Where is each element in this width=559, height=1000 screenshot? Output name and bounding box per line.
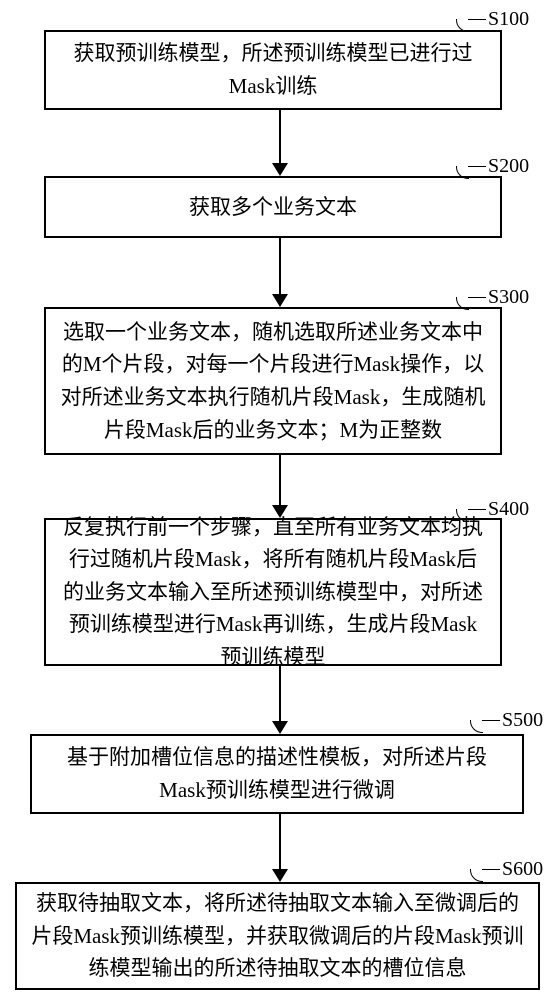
arrow-0 <box>279 110 281 163</box>
arrow-head-3 <box>272 721 288 734</box>
flowchart-canvas: 获取预训练模型，所述预训练模型已进行过Mask训练获取多个业务文本选取一个业务文… <box>0 0 559 1000</box>
arrow-3 <box>279 666 281 721</box>
label-S500: S500 <box>502 709 543 732</box>
arrow-2 <box>279 455 281 505</box>
step-S400: 反复执行前一个步骤，直至所有业务文本均执行过随机片段Mask，将所有随机片段Ma… <box>44 518 502 666</box>
lead-line-0 <box>468 19 486 20</box>
label-S200: S200 <box>488 155 529 178</box>
arrow-head-1 <box>272 294 288 307</box>
lead-hook-4 <box>470 720 483 733</box>
label-S600: S600 <box>502 858 543 881</box>
step-S300: 选取一个业务文本，随机选取所述业务文本中的M个片段，对每一个片段进行Mask操作… <box>44 307 502 455</box>
arrow-head-0 <box>272 163 288 176</box>
arrow-1 <box>279 238 281 294</box>
step-S500: 基于附加槽位信息的描述性模板，对所述片段Mask预训练模型进行微调 <box>30 734 524 814</box>
label-S300: S300 <box>488 286 529 309</box>
lead-hook-5 <box>470 869 483 882</box>
label-S100: S100 <box>488 8 529 31</box>
lead-line-1 <box>468 166 486 167</box>
lead-line-3 <box>468 509 486 510</box>
step-S200: 获取多个业务文本 <box>44 176 502 238</box>
arrow-head-2 <box>272 505 288 518</box>
step-S100: 获取预训练模型，所述预训练模型已进行过Mask训练 <box>44 30 502 110</box>
arrow-head-4 <box>272 869 288 882</box>
lead-line-4 <box>482 720 500 721</box>
label-S400: S400 <box>488 498 529 521</box>
lead-line-5 <box>482 869 500 870</box>
step-S600: 获取待抽取文本，将所述待抽取文本输入至微调后的片段Mask预训练模型，并获取微调… <box>15 882 540 990</box>
lead-line-2 <box>468 297 486 298</box>
arrow-4 <box>279 814 281 869</box>
